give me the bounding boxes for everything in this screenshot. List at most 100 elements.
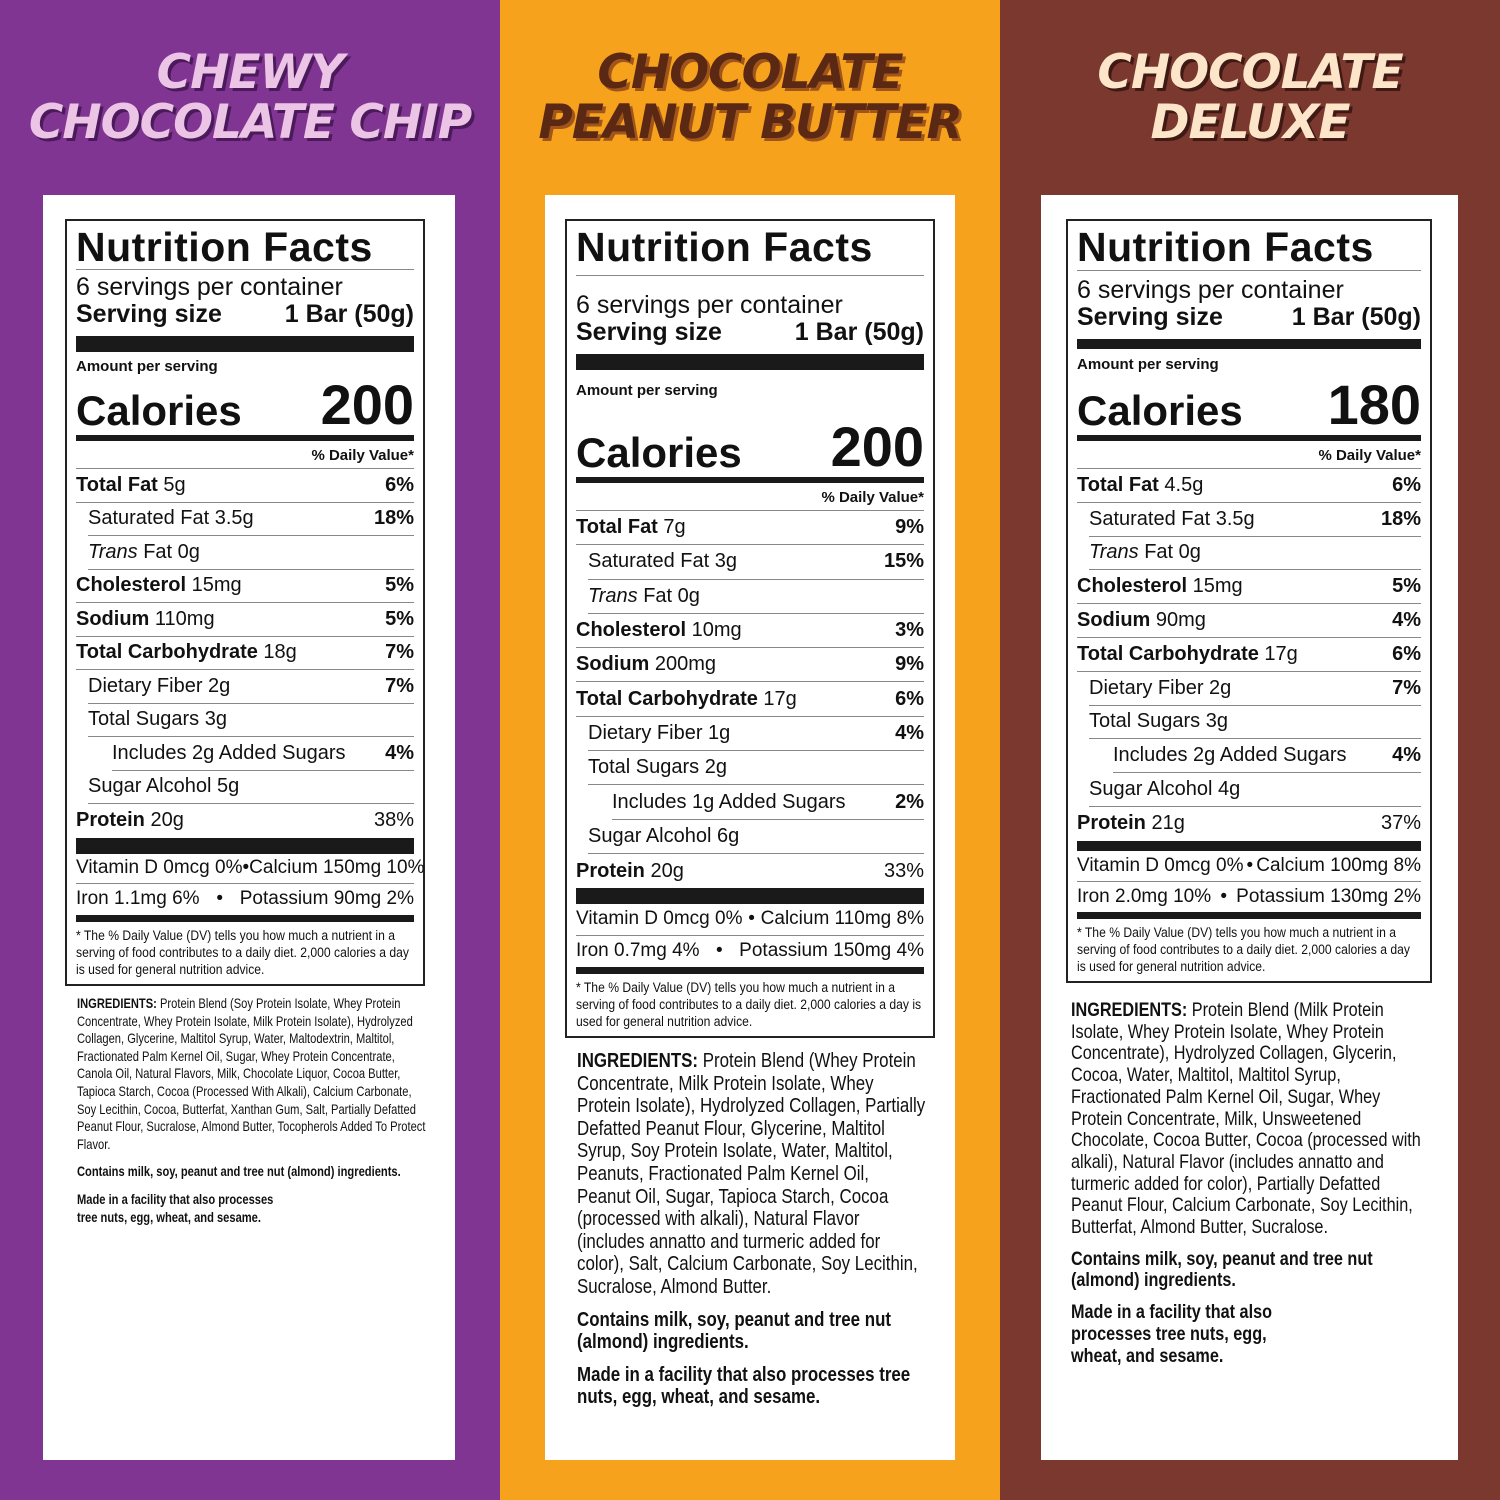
nutrient-row: Total Carbohydrate 17g 6% [576, 682, 924, 717]
daily-value-footnote: * The % Daily Value (DV) tells you how m… [1077, 925, 1410, 975]
nutrient-name-italic: Trans [588, 584, 638, 607]
nutrient-row: Dietary Fiber 2g 7% [88, 670, 414, 704]
nutrient-daily-value: 3% [895, 619, 924, 642]
nutrient-amount: Dietary Fiber 1g [588, 721, 731, 744]
bullet: • [716, 940, 723, 962]
nutrient-amount: 15mg [1187, 575, 1243, 598]
thick-divider [1077, 912, 1421, 920]
nutrient-daily-value: 18% [373, 507, 414, 530]
column-chocolate-peanut-butter: CHOCOLATE PEANUT BUTTER Nutrition Facts 6 s… [500, 0, 1000, 1500]
vitamin-row: Vitamin D 0mcg 0% • Calcium 150mg 10% [76, 854, 424, 884]
nutrient-daily-value: 2% [895, 790, 924, 813]
nutrient-amount: 5g [157, 473, 186, 496]
product-name-line-2: CHOCOLATE CHIP [28, 95, 472, 150]
vitamin-item: Iron 1.1mg 6% [76, 888, 200, 910]
nutrient-amount: Dietary Fiber 2g [1089, 676, 1232, 699]
vitamin-row: Iron 0.7mg 4% • Potassium 150mg 4% [576, 936, 924, 967]
nutrient-amount: 110mg [149, 607, 215, 630]
column-chocolate-deluxe: CHOCOLATE DELUXE Nutrition Facts 6 servings… [1000, 0, 1500, 1500]
nutrient-row: Total Fat 7g 9% [576, 511, 924, 546]
amount-per-serving-label: Amount per serving [1077, 356, 1219, 373]
nutrition-facts-box: Nutrition Facts 6 servings per container S… [565, 219, 935, 1038]
thick-divider [576, 966, 924, 974]
allergen-statement: Contains milk, soy, peanut and tree nut … [1071, 1247, 1373, 1292]
calories-row: Calories 200 [576, 399, 924, 483]
vitamin-row: Vitamin D 0mcg 0% • Calcium 110mg 8% [576, 904, 924, 936]
allergen-statement: Contains milk, soy, peanut and tree nut … [77, 1164, 401, 1180]
ingredients-label: INGREDIENTS: [577, 1049, 699, 1072]
nutrient-label: Total Sugars 2g [588, 756, 727, 779]
nutrient-daily-value: 33% [883, 859, 924, 882]
nutrient-daily-value: 9% [895, 516, 924, 539]
nutrient-name: Protein [76, 809, 145, 832]
nutrient-name: Total Fat [1077, 473, 1159, 496]
nutrient-daily-value: 15% [883, 550, 924, 573]
calories-value: 200 [320, 373, 414, 436]
serving-size-row: Serving size 1 Bar (50g) [1077, 304, 1421, 331]
serving-size-label: Serving size [76, 300, 222, 328]
nutrient-amount: Saturated Fat 3.5g [1089, 507, 1255, 530]
nutrient-row: Saturated Fat 3.5g 18% [1089, 503, 1421, 537]
nutrition-facts-title: Nutrition Facts [1077, 225, 1421, 271]
ingredients-label: INGREDIENTS: [1071, 999, 1188, 1021]
serving-size-row: Serving size 1 Bar (50g) [76, 301, 414, 328]
nutrient-label: Cholesterol 15mg [1077, 575, 1243, 598]
thick-divider [1077, 339, 1421, 349]
daily-value-footnote: * The % Daily Value (DV) tells you how m… [576, 979, 922, 1029]
nutrient-row: Total Sugars 3g [1089, 706, 1421, 740]
ingredients-text: INGREDIENTS: Protein Blend (Whey Protein… [577, 1049, 927, 1299]
nutrient-label: Protein 20g [76, 809, 184, 832]
nutrient-label: Total Sugars 3g [88, 708, 227, 731]
nutrient-amount: Saturated Fat 3.5g [88, 507, 254, 530]
nutrition-facts-title: Nutrition Facts [576, 225, 924, 276]
column-chewy-chocolate-chip: CHEWY CHOCOLATE CHIP Nutrition Facts 6 serv… [0, 0, 500, 1500]
nutrient-amount: Fat 0g [137, 540, 200, 563]
ingredients-text: INGREDIENTS: Protein Blend (Soy Protein … [77, 995, 427, 1153]
nutrient-row: Cholesterol 10mg 3% [576, 614, 924, 649]
nutrient-amount: 20g [144, 809, 184, 832]
calories-label: Calories [76, 387, 242, 434]
nutrient-row: Includes 1g Added Sugars 2% [612, 785, 924, 820]
nutrient-row: Total Carbohydrate 18g 7% [76, 637, 414, 670]
nutrient-name: Sodium [76, 607, 150, 630]
nutrient-daily-value: 9% [895, 653, 924, 676]
facility-statement: Made in a facility that also processes t… [1071, 1301, 1273, 1367]
amount-per-serving-label: Amount per serving [76, 358, 218, 375]
mineral-item: Calcium 100mg 8% [1256, 854, 1421, 876]
nutrient-amount: 10mg [686, 619, 742, 642]
bullet: • [216, 888, 223, 910]
nutrient-daily-value: 4% [1392, 744, 1421, 767]
allergen-statement: Contains milk, soy, peanut and tree nut … [577, 1307, 892, 1354]
nutrient-row: Saturated Fat 3g 15% [588, 545, 924, 580]
mineral-item: Potassium 130mg 2% [1236, 885, 1421, 907]
vitamin-item: Iron 0.7mg 4% [576, 940, 700, 962]
nutrient-name: Cholesterol [1077, 575, 1188, 598]
nutrient-amount: Includes 2g Added Sugars [1113, 744, 1347, 767]
calories-row: Calories 180 [1077, 373, 1421, 441]
nutrient-name: Protein [576, 859, 645, 882]
nutrient-amount: 7g [657, 516, 686, 539]
product-name-line-1: CHEWY [156, 45, 345, 100]
thick-divider [76, 336, 414, 352]
nutrient-label: Includes 2g Added Sugars [112, 742, 346, 765]
nutrient-daily-value: 4% [1392, 609, 1421, 632]
product-name-line-2: DELUXE [1150, 95, 1350, 150]
nutrient-label: Dietary Fiber 2g [1089, 677, 1231, 700]
daily-value-header: % Daily Value* [76, 441, 414, 469]
vitamin-row: Vitamin D 0mcg 0% • Calcium 100mg 8% [1077, 851, 1421, 882]
nutrient-label: Protein 21g [1077, 812, 1185, 835]
serving-size-value: 1 Bar (50g) [284, 300, 414, 328]
nutrient-row: Total Sugars 3g [88, 704, 414, 737]
thick-divider [76, 837, 414, 854]
nutrient-daily-value: 38% [373, 809, 414, 832]
thick-divider [1077, 840, 1421, 851]
nutrient-label: Total Fat 4.5g [1077, 474, 1203, 497]
nutrient-row: Sodium 200mg 9% [576, 648, 924, 683]
nutrient-label: Sodium 90mg [1077, 609, 1206, 632]
nutrient-label: Cholesterol 15mg [76, 574, 242, 597]
thick-divider [76, 914, 414, 922]
nutrition-facts-title: Nutrition Facts [76, 225, 414, 270]
nutrient-row: Protein 20g 38% [76, 804, 414, 838]
bullet: • [1220, 885, 1227, 907]
mineral-item: Calcium 150mg 10% [249, 857, 425, 879]
